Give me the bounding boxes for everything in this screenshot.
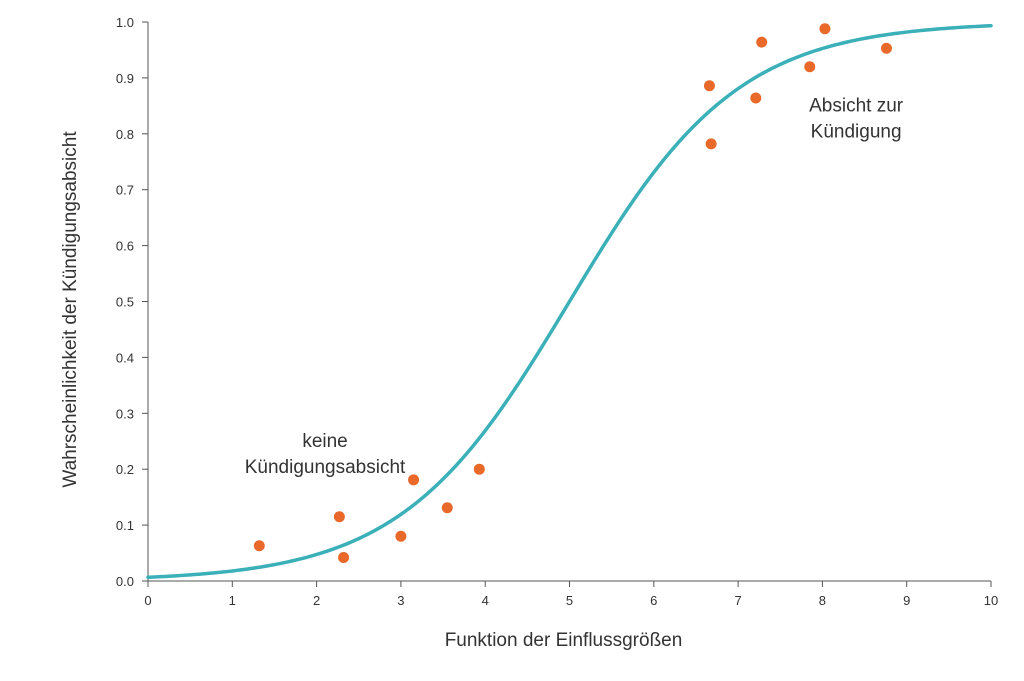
annotation-line: keine — [302, 431, 347, 452]
x-tick-label: 9 — [903, 593, 910, 608]
y-tick-label: 0.3 — [116, 406, 134, 421]
y-tick-label: 1.0 — [116, 15, 134, 30]
x-tick-label: 7 — [734, 593, 741, 608]
data-points — [253, 23, 892, 564]
y-tick-label: 0.7 — [116, 183, 134, 198]
x-tick-label: 5 — [566, 593, 573, 608]
y-tick-label: 0.2 — [116, 462, 134, 477]
annotation-2: Absicht zur Kündigung — [809, 95, 904, 142]
x-ticks: 0 1 2 3 4 5 6 7 8 9 10 — [144, 581, 998, 608]
x-tick-label: 1 — [229, 593, 236, 608]
x-tick-label: 4 — [482, 593, 489, 608]
y-tick-label: 0.8 — [116, 127, 134, 142]
y-axis-label: Wahrscheinlichkeit der Kündigungsabsicht — [60, 131, 81, 488]
annotation-1: keine Kündigungsabsicht — [245, 431, 406, 478]
annotation-line: Absicht zur — [809, 95, 904, 116]
data-point — [333, 511, 345, 523]
annotations: keine Kündigungsabsicht Absicht zur Kündigu… — [245, 95, 904, 477]
data-point — [750, 92, 762, 104]
data-point — [705, 138, 717, 150]
data-point — [408, 474, 420, 486]
annotation-line: Kündigung — [811, 121, 902, 142]
x-tick-label: 6 — [650, 593, 657, 608]
x-axis-label: Funktion der Einflussgrößen — [445, 630, 683, 651]
data-point — [441, 502, 453, 514]
data-point — [473, 463, 485, 475]
y-tick-label: 0.0 — [116, 574, 134, 589]
x-tick-label: 8 — [819, 593, 826, 608]
x-tick-label: 3 — [397, 593, 404, 608]
annotation-line: Kündigungsabsicht — [245, 457, 406, 478]
x-tick-label: 2 — [313, 593, 320, 608]
x-tick-label: 10 — [984, 593, 998, 608]
y-tick-label: 0.6 — [116, 239, 134, 254]
data-point — [819, 23, 831, 35]
y-tick-label: 0.5 — [116, 295, 134, 310]
data-point — [338, 552, 350, 564]
data-point — [253, 540, 265, 552]
data-point — [880, 42, 892, 54]
y-tick-label: 0.1 — [116, 518, 134, 533]
data-point — [756, 36, 768, 48]
y-ticks: 0.0 0.1 0.2 0.3 0.4 0.5 0.6 0.7 0.8 0.9 1.0 — [116, 15, 148, 589]
logistic-curve — [146, 23, 993, 580]
data-point — [703, 80, 715, 92]
data-point — [395, 530, 407, 542]
data-point — [804, 61, 816, 73]
y-tick-label: 0.4 — [116, 350, 134, 365]
y-tick-label: 0.9 — [116, 71, 134, 86]
x-tick-label: 0 — [144, 593, 151, 608]
